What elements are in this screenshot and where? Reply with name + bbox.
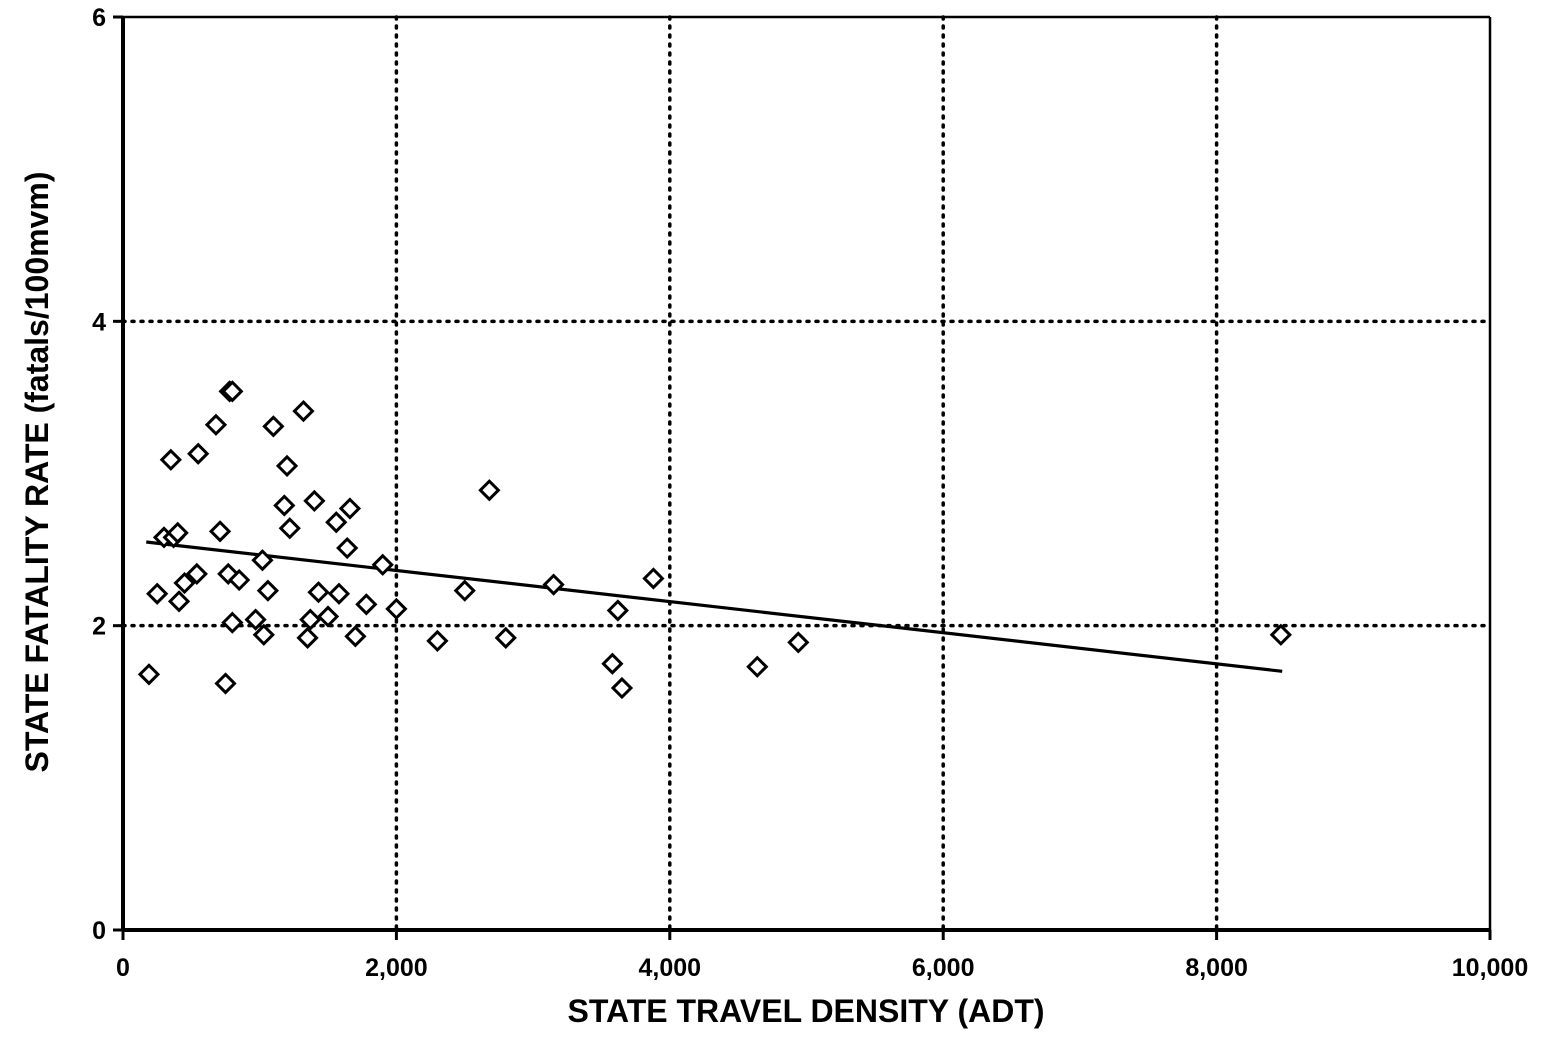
data-point-41	[453, 579, 476, 602]
data-point-8	[185, 562, 208, 586]
data-point-34	[336, 536, 359, 560]
data-point-29	[303, 489, 326, 513]
data-point-49	[746, 655, 769, 678]
data-point-6	[167, 590, 191, 613]
x-axis-title: STATE TRAVEL DENSITY (ADT)	[567, 993, 1044, 1029]
data-point-17	[228, 568, 251, 592]
x-tick-label-2: 4,000	[639, 954, 702, 982]
data-point-12	[214, 672, 237, 695]
data-point-21	[256, 579, 280, 602]
data-point-5	[166, 521, 189, 544]
data-point-10	[204, 413, 228, 436]
data-point-39	[385, 597, 408, 621]
data-point-43	[494, 626, 517, 649]
y-tick-label-2: 4	[92, 308, 106, 336]
data-point-7	[173, 571, 196, 595]
y-axis-title: STATE FATALITY RATE (fatals/100mvm)	[19, 172, 55, 773]
data-point-18	[244, 608, 267, 631]
data-point-28	[299, 608, 322, 631]
x-tick-label-5: 10,000	[1452, 954, 1528, 982]
y-tick-label-1: 2	[92, 613, 106, 641]
data-point-27	[296, 626, 319, 649]
data-point-38	[371, 553, 394, 576]
data-point-0	[137, 663, 161, 686]
data-point-22	[262, 415, 285, 438]
data-point-40	[426, 629, 449, 653]
data-point-11	[208, 520, 232, 543]
data-point-1	[146, 582, 169, 605]
data-point-37	[355, 593, 378, 616]
data-point-26	[292, 399, 315, 423]
data-point-44	[542, 573, 565, 596]
data-point-3	[159, 448, 182, 471]
x-tick-label-4: 8,000	[1185, 954, 1248, 982]
data-point-47	[610, 676, 634, 700]
data-point-42	[478, 479, 501, 502]
data-point-46	[606, 599, 629, 622]
trend-line	[146, 540, 1283, 673]
data-point-30	[307, 581, 330, 604]
x-tick-label-1: 2,000	[365, 954, 428, 982]
data-point-25	[278, 517, 301, 540]
y-tick-label-3: 6	[92, 4, 106, 32]
axes-layer	[113, 15, 1492, 940]
points-layer	[137, 380, 1292, 700]
data-point-9	[187, 442, 210, 465]
data-point-31	[316, 605, 340, 628]
x-tick-label-3: 6,000	[912, 954, 975, 982]
data-point-33	[327, 582, 351, 605]
grid-layer	[121, 15, 1492, 932]
data-point-32	[325, 511, 348, 534]
data-point-45	[601, 652, 624, 675]
data-point-23	[273, 494, 296, 517]
data-point-19	[251, 549, 274, 572]
data-point-48	[642, 567, 665, 590]
data-point-36	[344, 625, 367, 648]
tick-label-layer: 0 2,000 4,000 6,000 8,000 10,000 0 2 4 6	[92, 4, 1528, 982]
y-tick-label-0: 0	[92, 917, 106, 945]
data-point-51	[1269, 623, 1292, 646]
x-tick-label-0: 0	[116, 954, 130, 982]
data-point-50	[787, 631, 810, 654]
data-point-20	[252, 623, 275, 646]
data-point-35	[338, 497, 362, 520]
data-point-16	[221, 611, 244, 634]
data-point-15	[221, 380, 244, 403]
trend-layer	[146, 540, 1283, 673]
data-point-24	[275, 454, 299, 478]
